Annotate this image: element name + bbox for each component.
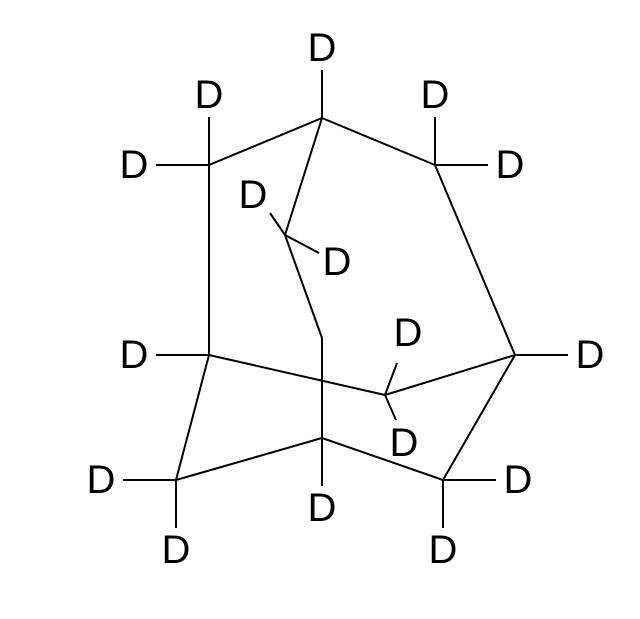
bond-br-bc — [322, 438, 443, 480]
atom-D_bl_left: D — [87, 458, 116, 502]
bond-bl-bc — [176, 438, 322, 480]
atom-D_ic_up: D — [239, 173, 268, 217]
atom-D_mr_right: D — [576, 333, 605, 377]
bond-tr-mr — [435, 165, 515, 355]
bond-D_ic_up — [270, 213, 285, 235]
atom-D_br_dn: D — [429, 528, 458, 572]
atom-D_top: D — [308, 26, 337, 70]
bond-D_lowc_up — [385, 363, 397, 395]
atom-D_ml_left: D — [120, 333, 149, 377]
bond-D_lowc_dn — [385, 395, 396, 420]
bond-ic-midc — [285, 235, 322, 338]
atom-D_bl_dn: D — [162, 528, 191, 572]
atom-D_lowc_dn: D — [390, 421, 419, 465]
atom-D_tr_right: D — [496, 143, 525, 187]
atom-D_tl_up: D — [195, 73, 224, 117]
bond-top-ic — [285, 118, 322, 235]
atom-D_ic_right: D — [323, 240, 352, 284]
bond-top-tl — [209, 118, 322, 165]
atom-D_bc_dn: D — [308, 486, 337, 530]
atom-D_tr_up: D — [421, 73, 450, 117]
bond-ml-lowc — [209, 355, 385, 395]
bond-top-tr — [322, 118, 435, 165]
atom-D_lowc_up: D — [394, 311, 423, 355]
atom-D_tl_left: D — [120, 143, 149, 187]
molecule-diagram: DDDDDDDDDDDDDDDD — [0, 0, 640, 619]
bond-ml-bl — [176, 355, 209, 480]
atom-D_br_right: D — [504, 458, 533, 502]
